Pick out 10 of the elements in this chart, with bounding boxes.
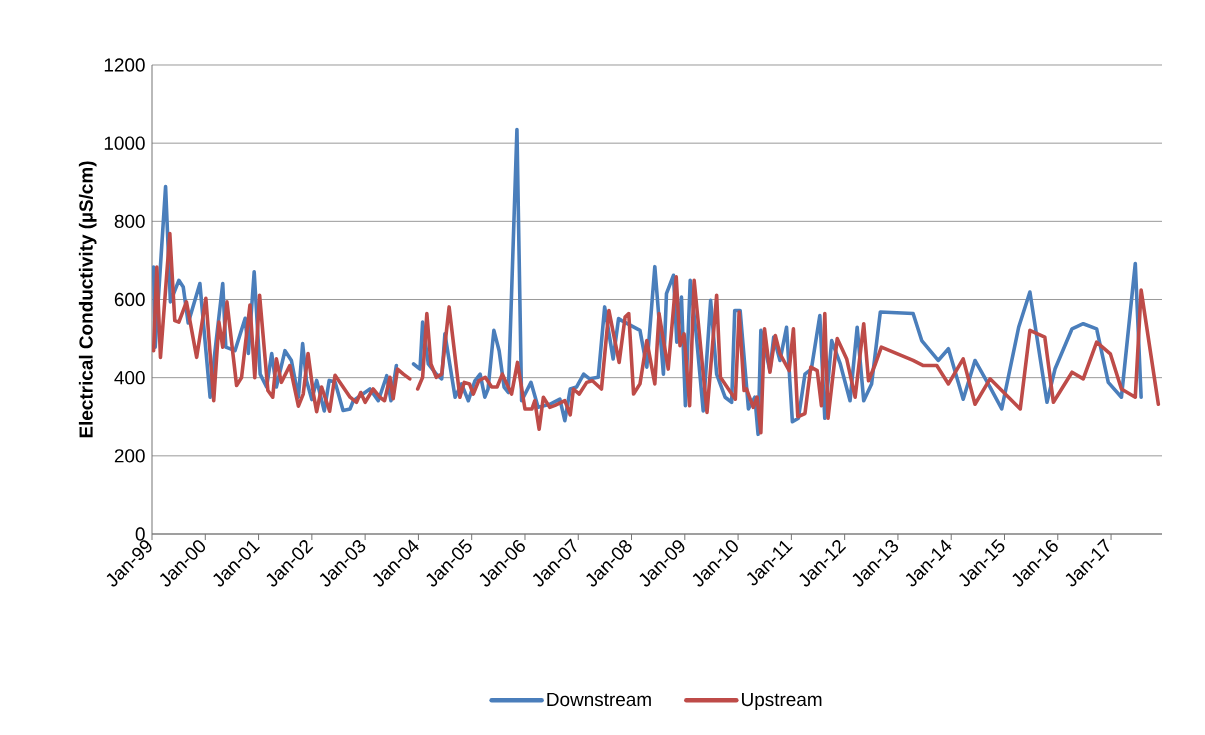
y-tick-label: 400 <box>114 370 145 385</box>
y-tick-label: 600 <box>114 292 145 307</box>
y-tick-label: 200 <box>114 449 145 463</box>
y-tick-label: 1000 <box>104 136 145 150</box>
y-axis-title: Electrical Conductivity (µS/cm) <box>78 161 97 438</box>
y-tick-label: 0 <box>135 527 145 541</box>
legend-label: Downstream <box>547 692 651 707</box>
legend-label: Upstream <box>742 692 822 710</box>
y-tick-label: 1200 <box>104 58 145 72</box>
y-tick-label: 800 <box>114 214 145 229</box>
